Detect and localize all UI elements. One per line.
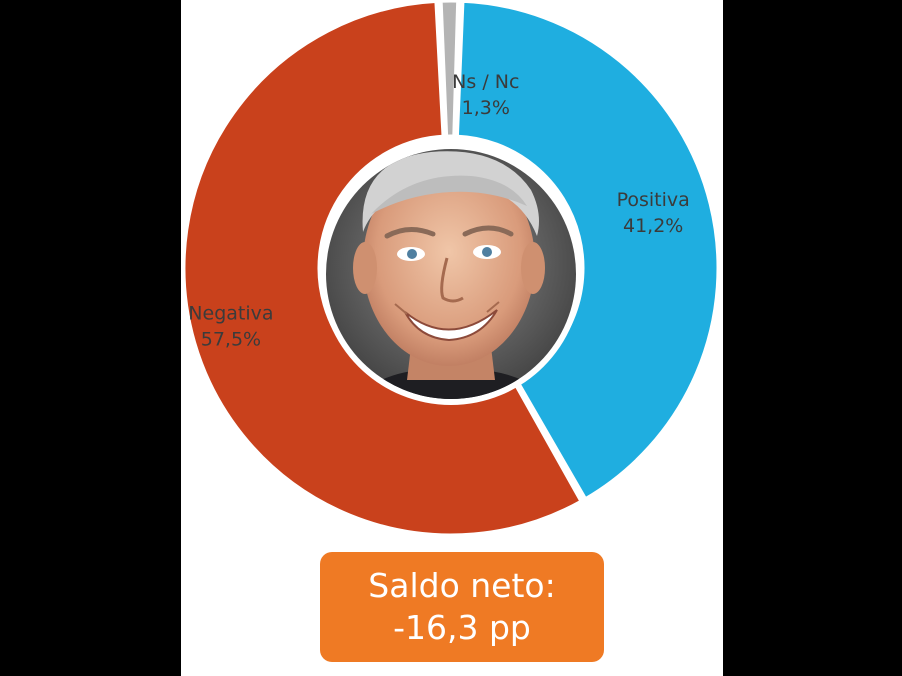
donut-slices [181, 0, 722, 539]
slice-label-positiva-name: Positiva [617, 189, 690, 211]
net-balance-value: -16,3 pp [393, 608, 531, 647]
center-portrait [320, 143, 582, 405]
slice-label-negativa-name: Negativa [188, 303, 273, 325]
slice-label-ns-nc-value: 1,3% [462, 97, 510, 119]
slice-labels: Positiva 41,2% Negativa 57,5% Ns / Nc 1,3% [188, 71, 689, 351]
slice-label-negativa-value: 57,5% [201, 329, 261, 351]
net-balance-label: Saldo neto: [368, 566, 556, 605]
slice-label-ns-nc-name: Ns / Nc [452, 71, 519, 93]
chart-panel: Positiva 41,2% Negativa 57,5% Ns / Nc 1,3% [181, 0, 723, 676]
slice-ns-nc [437, 0, 462, 140]
net-balance-box: Saldo neto: -16,3 pp [320, 552, 604, 662]
donut-chart: Positiva 41,2% Negativa 57,5% Ns / Nc 1,3% [181, 0, 722, 539]
slice-label-positiva-value: 41,2% [623, 215, 683, 237]
slice-positiva [453, 0, 722, 504]
